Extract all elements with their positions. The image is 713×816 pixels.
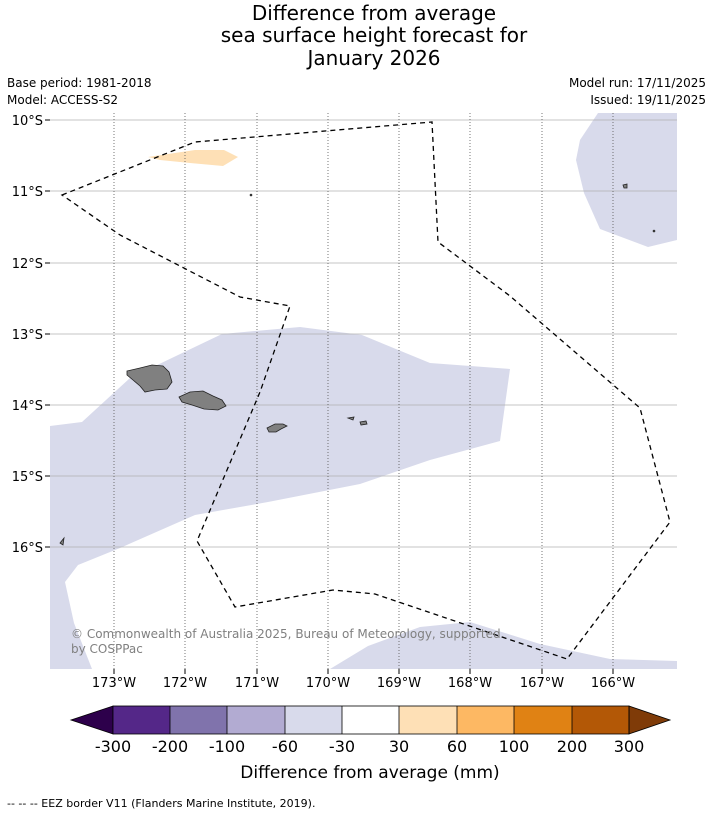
lat-label-16s: 16°S <box>12 541 43 556</box>
eez-legend: -- -- -- EEZ border V11 (Flanders Marine… <box>7 797 316 810</box>
title-line-3: January 2026 <box>307 46 441 70</box>
lon-label-169w: 169°W <box>377 676 421 691</box>
lon-label-173w: 173°W <box>92 676 136 691</box>
lon-label-166w: 166°W <box>591 676 635 691</box>
copyright-line-1: © Commonwealth of Australia 2025, Bureau… <box>71 627 501 641</box>
map-panel: © Commonwealth of Australia 2025, Bureau… <box>50 113 677 669</box>
colorbar-tick: 30 <box>389 737 409 756</box>
title-line-1: Difference from average <box>251 1 497 25</box>
anomaly-region-negative-south <box>330 622 677 669</box>
colorbar-segment <box>399 706 457 734</box>
colorbar-tick: 200 <box>557 737 588 756</box>
lat-label-14s: 14°S <box>12 399 43 414</box>
longitude-axis: 173°W 172°W 171°W 170°W 169°W 168°W 167°… <box>92 669 635 691</box>
latitude-axis: 10°S 11°S 12°S 13°S 14°S 15°S 16°S <box>12 114 50 556</box>
model-name: Model: ACCESS-S2 <box>7 93 119 107</box>
colorbar-tick: 100 <box>499 737 530 756</box>
islet <box>652 229 656 233</box>
latitude-gridlines <box>50 119 677 548</box>
islet <box>249 193 253 197</box>
swains-island <box>622 183 628 189</box>
land-masses <box>59 183 656 546</box>
model-run: Model run: 17/11/2025 <box>568 76 706 90</box>
anomaly-region-negative-northeast <box>576 113 677 247</box>
colorbar-tick: -60 <box>272 737 298 756</box>
colorbar-segment <box>113 706 170 734</box>
tau-island <box>359 420 368 426</box>
anomaly-region-negative-west <box>50 327 510 669</box>
colorbar-segment <box>572 706 629 734</box>
lon-label-170w: 170°W <box>306 676 350 691</box>
ofu-olosega-island <box>346 416 355 421</box>
lat-label-10s: 10°S <box>12 114 43 129</box>
lon-label-167w: 167°W <box>520 676 564 691</box>
lat-label-13s: 13°S <box>12 328 43 343</box>
colorbar-extend-low <box>69 705 114 735</box>
colorbar: -300 -200 -100 -60 -30 30 60 100 200 300… <box>69 705 672 783</box>
colorbar-segment <box>285 706 342 734</box>
wallis-island <box>59 536 65 546</box>
colorbar-extend-high <box>628 705 672 735</box>
colorbar-tick: -200 <box>152 737 188 756</box>
upolu-island <box>178 390 227 411</box>
base-period: Base period: 1981-2018 <box>7 76 152 90</box>
colorbar-tick: -30 <box>329 737 355 756</box>
savaii-island <box>126 364 173 393</box>
anomaly-region-positive <box>148 150 238 166</box>
eez-border <box>60 121 671 660</box>
colorbar-segment <box>514 706 572 734</box>
copyright-line-2: by COSPPac <box>71 642 143 656</box>
colorbar-segment <box>170 706 227 734</box>
colorbar-segment <box>227 706 285 734</box>
colorbar-label: Difference from average (mm) <box>240 763 499 783</box>
title-line-2: sea surface height forecast for <box>220 23 528 47</box>
lon-label-168w: 168°W <box>448 676 492 691</box>
colorbar-segment <box>457 706 514 734</box>
colorbar-segment <box>342 706 399 734</box>
lat-label-11s: 11°S <box>12 185 43 200</box>
colorbar-tick: 60 <box>447 737 467 756</box>
lon-label-172w: 172°W <box>163 676 207 691</box>
lat-label-15s: 15°S <box>12 470 43 485</box>
lat-label-12s: 12°S <box>12 257 43 272</box>
lon-label-171w: 171°W <box>235 676 279 691</box>
colorbar-tick: -100 <box>209 737 245 756</box>
colorbar-tick: 300 <box>614 737 645 756</box>
colorbar-tick: -300 <box>95 737 131 756</box>
tutuila-island <box>266 423 288 433</box>
issued-date: Issued: 19/11/2025 <box>590 93 706 107</box>
